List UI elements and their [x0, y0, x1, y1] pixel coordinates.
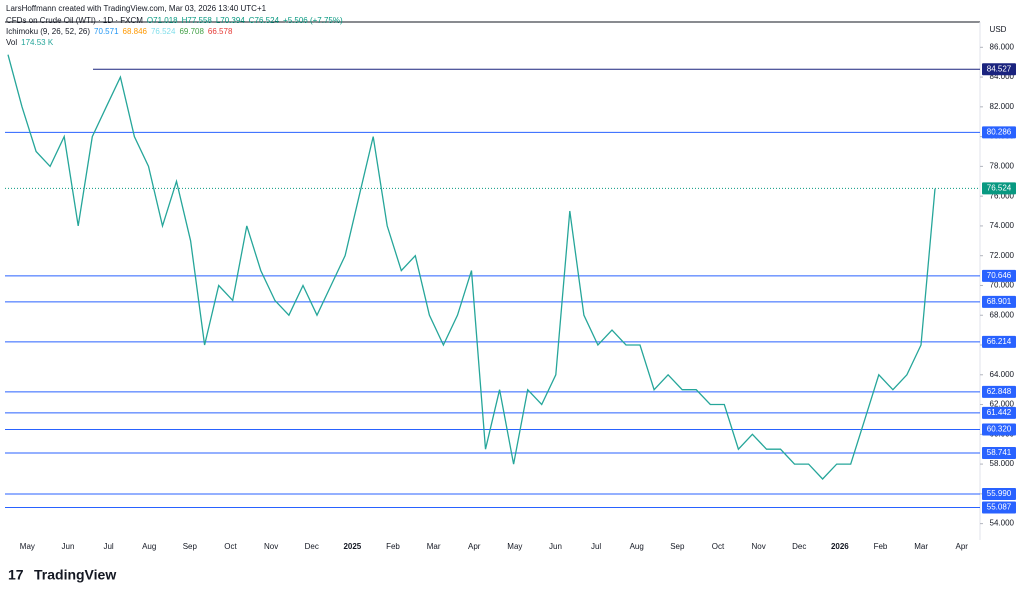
x-tick-label: Aug	[142, 542, 156, 551]
y-tick-label: 86.000	[990, 42, 1015, 51]
x-tick-label: Feb	[386, 542, 400, 551]
price-line	[7, 54, 936, 480]
level-label-bg	[982, 63, 1016, 76]
x-tick-label: Oct	[712, 542, 725, 551]
symbol: CFDs on Crude Oil (WTI) · 1D · FXCM	[6, 16, 143, 25]
x-tick-label: Aug	[630, 542, 644, 551]
level-label: 55.990	[987, 489, 1012, 498]
level-label: 60.320	[987, 425, 1012, 434]
x-tick-label: Sep	[670, 542, 685, 551]
y-tick-label: 74.000	[990, 221, 1015, 230]
y-tick-label: 78.000	[990, 161, 1015, 170]
x-tick-label: Sep	[183, 542, 198, 551]
level-label-bg	[982, 501, 1016, 514]
x-tick-label: Apr	[955, 542, 968, 551]
x-tick-label: Nov	[264, 542, 278, 551]
level-label: 70.646	[987, 271, 1012, 280]
x-tick-label: Dec	[792, 542, 806, 551]
level-label: 55.087	[987, 503, 1012, 512]
level-label: 58.741	[987, 448, 1012, 457]
level-label: 80.286	[987, 127, 1012, 136]
credit: LarsHoffmann created with TradingView.co…	[6, 4, 267, 13]
y-tick-label: 58.000	[990, 459, 1015, 468]
x-tick-label: Mar	[427, 542, 441, 551]
y-tick-label: 72.000	[990, 251, 1015, 260]
x-tick-label: Jun	[62, 542, 75, 551]
level-label-bg	[982, 126, 1016, 139]
ichimoku-value: 69.708	[179, 27, 204, 36]
x-tick-label: Mar	[914, 542, 928, 551]
ichimoku: Ichimoku (9, 26, 52, 26)	[6, 27, 91, 36]
x-tick-label: Apr	[468, 542, 481, 551]
level-label-bg	[982, 447, 1016, 460]
x-tick-label: 2026	[831, 542, 849, 551]
level-label-bg	[982, 385, 1016, 398]
volume: Vol	[6, 38, 18, 47]
volume-row: Vol 174.53 K	[6, 38, 57, 47]
x-tick-label: Jun	[549, 542, 562, 551]
y-tick-label: 84.000	[990, 72, 1015, 81]
level-label-bg	[982, 423, 1016, 436]
y-tick-label: 76.000	[990, 191, 1015, 200]
ohlc-value: L70.394	[215, 16, 245, 25]
brand: TradingView	[34, 567, 116, 583]
level-label: 66.214	[987, 337, 1012, 346]
level-label: 62.848	[987, 387, 1012, 396]
level-label: 61.442	[987, 408, 1012, 417]
y-tick-label: 64.000	[990, 370, 1015, 379]
y-tick-label: 54.000	[990, 519, 1015, 528]
level-label-bg	[982, 182, 1016, 195]
level-label-bg	[982, 488, 1016, 501]
currency: USD	[990, 25, 1007, 34]
brand-logo: 17	[8, 567, 24, 583]
volume-value: 174.53 K	[21, 38, 54, 47]
y-tick-label: 70.000	[990, 281, 1015, 290]
ichimoku-value: 76.524	[150, 27, 176, 36]
ohlc-value: +5.506 (+7.75%)	[283, 16, 343, 25]
x-tick-label: Nov	[751, 542, 765, 551]
level-label-bg	[982, 335, 1016, 348]
x-tick-label: Oct	[224, 542, 237, 551]
ichimoku-value: 66.578	[207, 27, 233, 36]
ichimoku-value: 70.571	[94, 27, 119, 36]
x-tick-label: Dec	[305, 542, 319, 551]
level-label: 84.527	[987, 64, 1012, 73]
symbol-row: CFDs on Crude Oil (WTI) · 1D · FXCM O71.0…	[6, 16, 347, 25]
x-tick-label: Jul	[591, 542, 601, 551]
ichimoku-row: Ichimoku (9, 26, 52, 26) 70.571 68.846 76.5…	[6, 27, 236, 36]
ichimoku-value: 68.846	[122, 27, 147, 36]
x-tick-label: Jul	[103, 542, 113, 551]
x-tick-label: 2025	[343, 542, 361, 551]
y-tick-label: 68.000	[990, 310, 1015, 319]
y-tick-label: 82.000	[990, 102, 1015, 111]
ohlc-value: C76.524	[248, 16, 280, 25]
level-label-bg	[982, 295, 1016, 308]
level-label-bg	[982, 406, 1016, 419]
level-label: 76.524	[987, 183, 1012, 192]
x-tick-label: May	[20, 542, 35, 551]
ohlc-value: H77.558	[181, 16, 212, 25]
x-tick-label: Feb	[874, 542, 888, 551]
ohlc-value: O71.018	[146, 16, 178, 25]
level-label: 68.901	[987, 297, 1012, 306]
level-label-bg	[982, 269, 1016, 282]
y-tick-label: 62.000	[990, 400, 1015, 409]
x-tick-label: May	[507, 542, 522, 551]
